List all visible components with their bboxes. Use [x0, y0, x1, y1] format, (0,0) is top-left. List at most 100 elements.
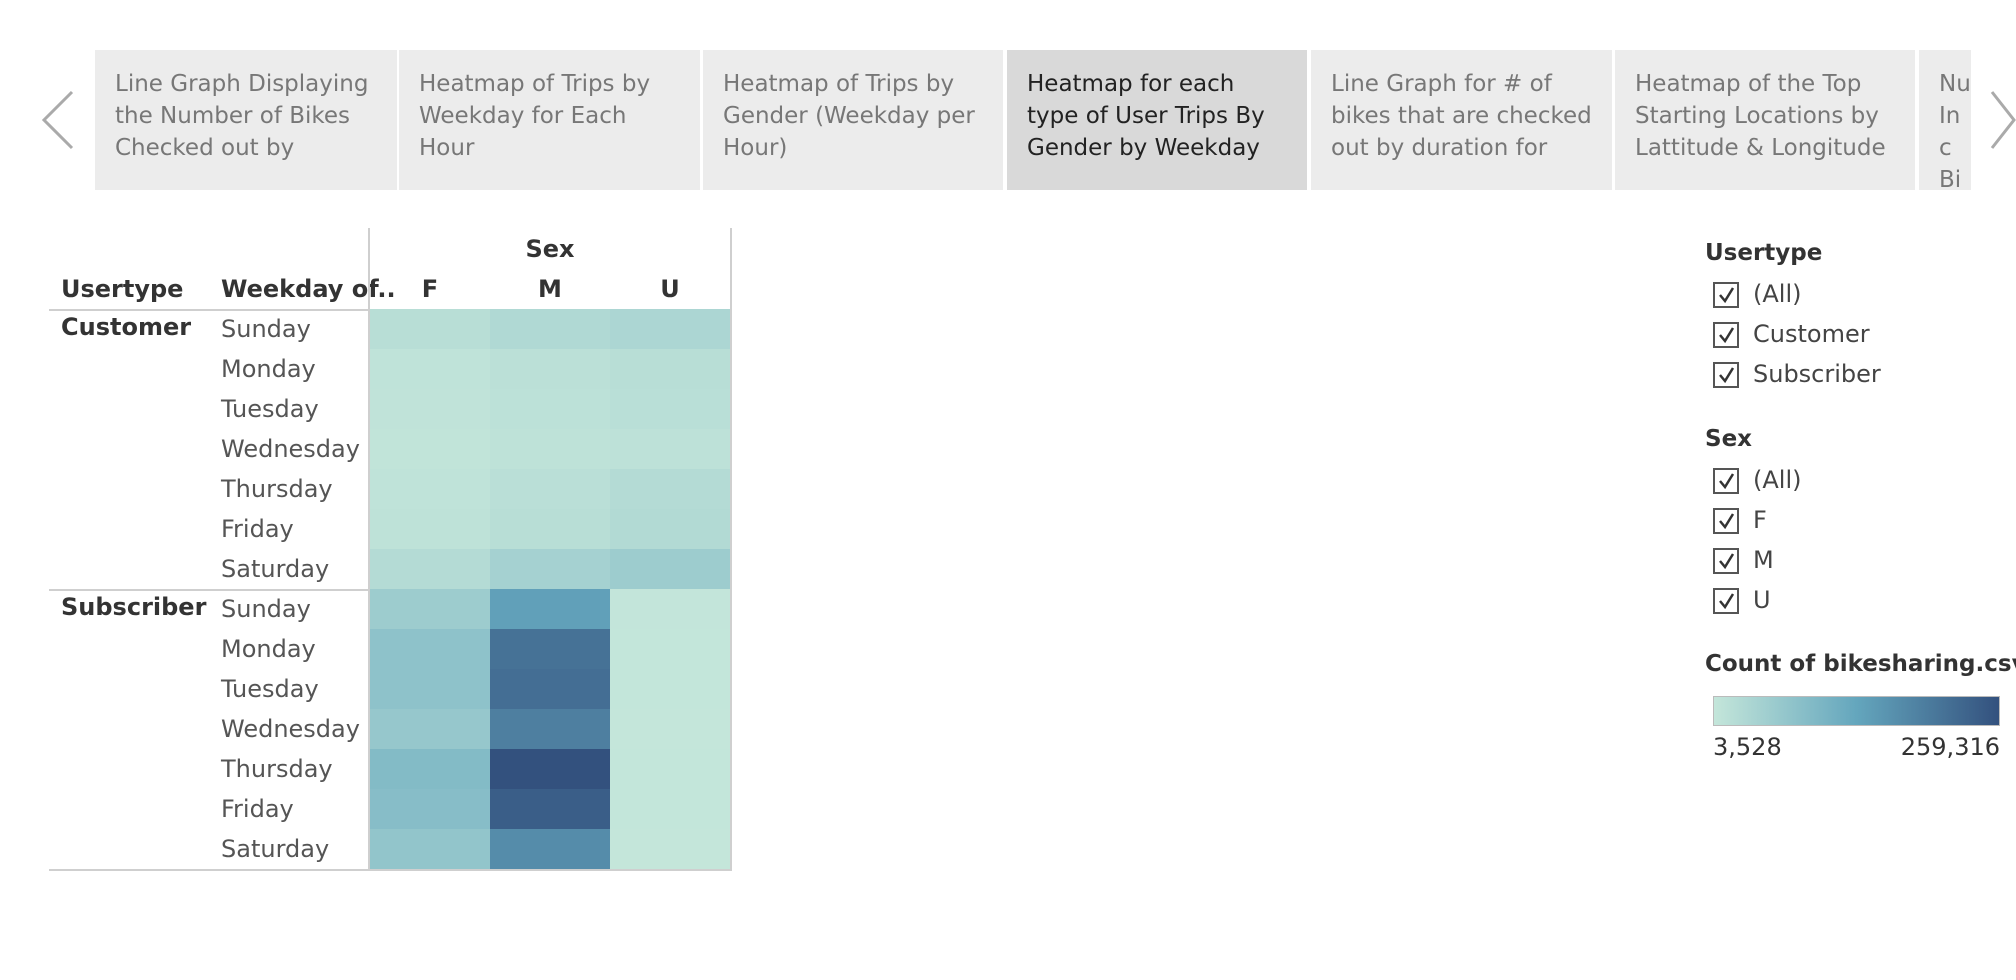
group-label: Subscriber: [61, 593, 207, 621]
story-tab[interactable]: Line Graph Displaying the Number of Bike…: [95, 50, 397, 190]
heatmap-cell: [610, 309, 730, 349]
row-header: Weekday of..: [221, 275, 396, 303]
filter-item[interactable]: Customer: [1753, 320, 1870, 348]
check-mark: [1719, 593, 1735, 610]
heatmap-cell: [490, 789, 610, 829]
heatmap-cell: [490, 429, 610, 469]
group-label: Customer: [61, 313, 192, 341]
checkbox[interactable]: [1713, 322, 1739, 348]
heatmap-cell: [490, 549, 610, 589]
check-mark: [1719, 473, 1735, 490]
heatmap-cell: [370, 429, 490, 469]
heatmap-cell: [490, 389, 610, 429]
table-border: [368, 228, 370, 869]
filter-item[interactable]: F: [1753, 506, 1767, 534]
row-label: Tuesday: [221, 675, 319, 703]
column-title: Sex: [525, 235, 575, 263]
story-tab[interactable]: Heatmap of Trips by Gender (Weekday per …: [703, 50, 1003, 190]
filter-item[interactable]: Subscriber: [1753, 360, 1881, 388]
row-label: Sunday: [221, 595, 311, 623]
story-tab[interactable]: Heatmap of the Top Starting Locations by…: [1615, 50, 1915, 190]
row-label: Monday: [221, 355, 316, 383]
story-tab[interactable]: Heatmap for each type of User Trips By G…: [1007, 50, 1307, 190]
heatmap-cell: [610, 789, 730, 829]
next-arrow[interactable]: [1988, 88, 2016, 152]
table-border: [49, 869, 730, 871]
heatmap-cell: [610, 509, 730, 549]
row-label: Saturday: [221, 555, 330, 583]
heatmap-cell: [610, 349, 730, 389]
heatmap-cell: [490, 509, 610, 549]
heatmap-cell: [490, 309, 610, 349]
heatmap-cell: [610, 709, 730, 749]
checkbox[interactable]: [1713, 548, 1739, 574]
row-label: Wednesday: [221, 715, 360, 743]
heatmap-cell: [490, 349, 610, 389]
table-border: [730, 228, 732, 871]
heatmap-cell: [370, 629, 490, 669]
heatmap-cell: [370, 789, 490, 829]
checkbox[interactable]: [1713, 282, 1739, 308]
check-mark: [1719, 553, 1735, 570]
heatmap-cell: [490, 749, 610, 789]
row-header: Usertype: [61, 275, 184, 303]
row-label: Thursday: [221, 755, 333, 783]
heatmap-cell: [370, 749, 490, 789]
heatmap-cell: [610, 469, 730, 509]
heatmap-cell: [370, 829, 490, 869]
row-label: Monday: [221, 635, 316, 663]
heatmap-cell: [370, 389, 490, 429]
row-label: Wednesday: [221, 435, 360, 463]
heatmap-cell: [370, 669, 490, 709]
check-mark: [1719, 367, 1735, 384]
prev-arrow[interactable]: [38, 88, 78, 152]
check-mark: [1719, 327, 1735, 344]
heatmap-cell: [490, 829, 610, 869]
row-label: Friday: [221, 795, 294, 823]
checkbox[interactable]: [1713, 468, 1739, 494]
legend-title: Count of bikesharing.csv: [1705, 651, 2016, 677]
filter-title: Sex: [1705, 426, 1752, 452]
row-label: Tuesday: [221, 395, 319, 423]
heatmap-cell: [490, 629, 610, 669]
column-label: U: [660, 275, 680, 303]
filter-item[interactable]: (All): [1753, 466, 1802, 494]
heatmap-cell: [370, 549, 490, 589]
heatmap-cell: [370, 349, 490, 389]
story-tab[interactable]: Nu Inc Bik: [1919, 50, 1971, 190]
check-mark: [1719, 513, 1735, 530]
heatmap-cell: [610, 829, 730, 869]
heatmap-cell: [370, 709, 490, 749]
story-tab[interactable]: Heatmap of Trips by Weekday for Each Hou…: [399, 50, 700, 190]
heatmap-cell: [490, 709, 610, 749]
filter-title: Usertype: [1705, 240, 1823, 266]
row-label: Thursday: [221, 475, 333, 503]
row-label: Saturday: [221, 835, 330, 863]
legend-max: 259,316: [1900, 733, 2000, 761]
heatmap-cell: [490, 669, 610, 709]
filter-item[interactable]: M: [1753, 546, 1774, 574]
heatmap-cell: [370, 469, 490, 509]
story-tab[interactable]: Line Graph for # of bikes that are check…: [1311, 50, 1612, 190]
column-label: M: [538, 275, 562, 303]
heatmap-cell: [610, 629, 730, 669]
filter-item[interactable]: U: [1753, 586, 1771, 614]
heatmap-cell: [370, 309, 490, 349]
heatmap-cell: [610, 389, 730, 429]
heatmap-cell: [610, 549, 730, 589]
check-mark: [1719, 287, 1735, 304]
color-ramp: [1713, 696, 2000, 726]
heatmap-cell: [490, 589, 610, 629]
filter-item[interactable]: (All): [1753, 280, 1802, 308]
checkbox[interactable]: [1713, 588, 1739, 614]
heatmap-cell: [490, 469, 610, 509]
legend-min: 3,528: [1713, 733, 1782, 761]
heatmap-cell: [610, 749, 730, 789]
checkbox[interactable]: [1713, 362, 1739, 388]
heatmap-cell: [370, 589, 490, 629]
heatmap-cell: [610, 669, 730, 709]
heatmap-cell: [610, 589, 730, 629]
checkbox[interactable]: [1713, 508, 1739, 534]
row-label: Sunday: [221, 315, 311, 343]
